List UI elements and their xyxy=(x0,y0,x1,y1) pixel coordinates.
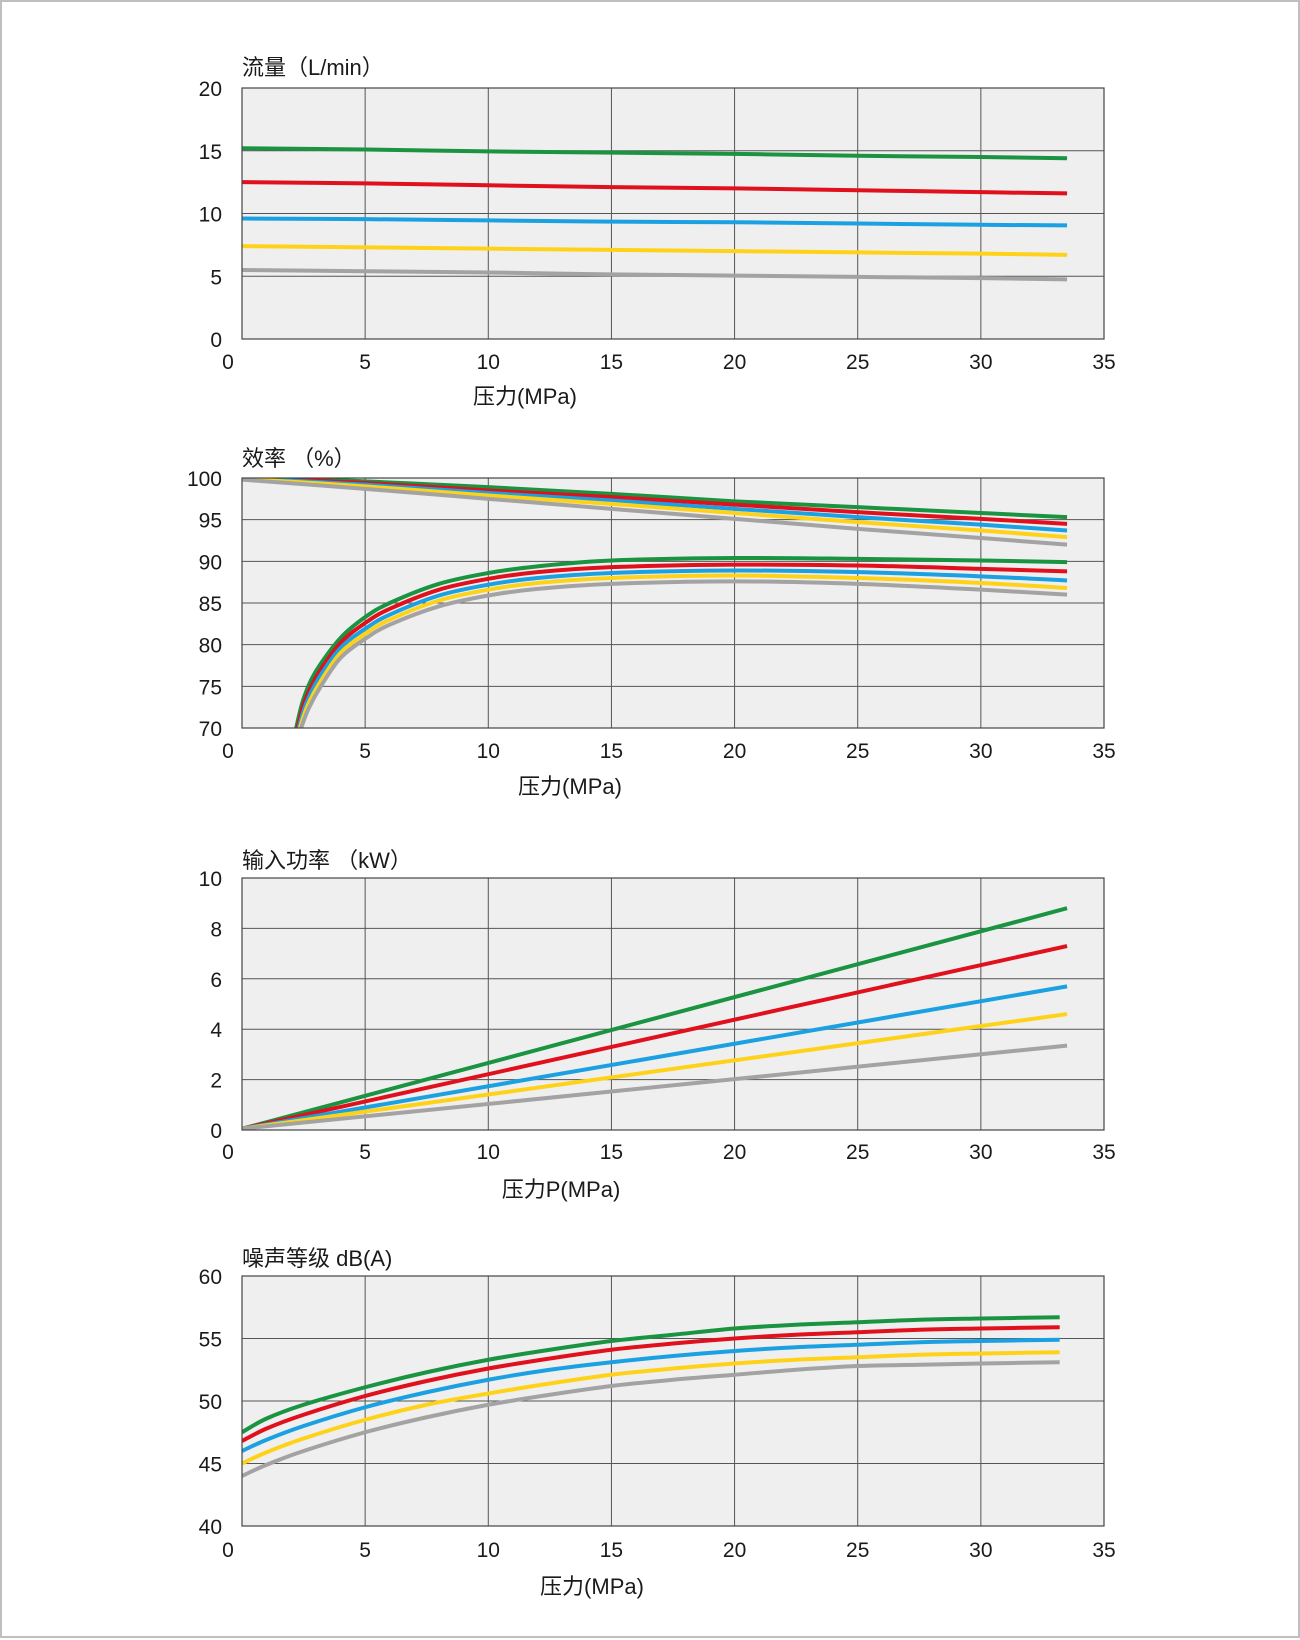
y-tick-label: 80 xyxy=(199,635,222,658)
series-line-gray xyxy=(299,579,1068,728)
plot-border xyxy=(241,877,1105,1131)
series-line-gray xyxy=(242,267,1068,282)
x-tick-label: 20 xyxy=(723,351,746,374)
x-tick-label: 30 xyxy=(969,1539,992,1562)
series-line-yellow xyxy=(242,1350,1060,1466)
y-tick-label: 10 xyxy=(199,204,222,227)
series-line-yellow xyxy=(242,1012,1068,1130)
y-tick-label: 45 xyxy=(199,1454,222,1477)
y-tick-label: 85 xyxy=(199,593,222,616)
x-axis-label: 压力P(MPa) xyxy=(502,1177,621,1202)
series-line-blue xyxy=(296,568,1068,728)
y-tick-label: 50 xyxy=(199,1391,222,1414)
series-line-blue xyxy=(242,1337,1060,1453)
x-tick-label: 5 xyxy=(359,351,371,374)
series-line-blue xyxy=(242,216,1068,228)
series-line-blue xyxy=(242,984,1068,1130)
x-tick-label: 0 xyxy=(222,1141,234,1164)
series-group xyxy=(242,146,1068,282)
series-group xyxy=(242,1315,1060,1478)
y-tick-label: 10 xyxy=(199,868,222,891)
x-tick-label: 20 xyxy=(723,1141,746,1164)
chart-1: 0 5 10 15 20 0 5 10 15 20 25 30 35 流量（L/min） 压力(MPa) xyxy=(199,55,1116,409)
x-axis-label: 压力(MPa) xyxy=(518,774,622,799)
x-tick-label: 10 xyxy=(477,740,500,763)
x-tick-label: 35 xyxy=(1092,1539,1115,1562)
y-tick-label: 8 xyxy=(210,918,222,941)
x-tick-label: 25 xyxy=(846,351,869,374)
x-axis-label: 压力(MPa) xyxy=(473,384,577,409)
chart-title: 噪声等级 dB(A) xyxy=(242,1246,392,1271)
x-tick-label: 30 xyxy=(969,351,992,374)
series-line-gray xyxy=(242,478,1068,547)
series-line-red xyxy=(295,562,1068,728)
plot-border xyxy=(241,87,1105,340)
series-line-green xyxy=(294,555,1068,728)
y-tick-label: 15 xyxy=(199,141,222,164)
y-tick-label: 20 xyxy=(199,78,222,101)
y-tick-label: 75 xyxy=(199,676,222,699)
x-tick-label: 30 xyxy=(969,740,992,763)
x-tick-label: 35 xyxy=(1092,1141,1115,1164)
x-tick-label: 15 xyxy=(600,1141,623,1164)
y-tick-label: 55 xyxy=(199,1329,222,1352)
series-line-yellow xyxy=(297,573,1068,728)
chart-4: 40 45 50 55 60 0 5 10 15 20 25 30 35 噪声等级 dB(A) 压力(MPa… xyxy=(199,1246,1116,1599)
x-tick-label: 20 xyxy=(723,740,746,763)
y-tick-label: 100 xyxy=(187,468,222,491)
series-line-yellow xyxy=(242,478,1068,540)
x-tick-label: 5 xyxy=(359,1141,371,1164)
series-group xyxy=(242,478,1068,728)
series-line-gray xyxy=(242,1043,1068,1130)
series-line-red xyxy=(242,1325,1060,1443)
x-tick-label: 35 xyxy=(1092,351,1115,374)
series-line-green xyxy=(242,906,1068,1130)
x-tick-label: 0 xyxy=(222,740,234,763)
x-tick-label: 5 xyxy=(359,740,371,763)
x-axis-label: 压力(MPa) xyxy=(540,1574,644,1599)
y-tick-label: 6 xyxy=(210,969,222,992)
plot-border xyxy=(241,1275,1105,1527)
x-tick-label: 0 xyxy=(222,351,234,374)
series-line-red xyxy=(242,944,1068,1130)
y-tick-label: 0 xyxy=(210,1120,222,1143)
y-tick-label: 0 xyxy=(210,329,222,352)
y-tick-label: 4 xyxy=(210,1019,222,1042)
chart-title: 输入功率 （kW） xyxy=(242,848,412,873)
series-group xyxy=(242,906,1068,1130)
x-tick-label: 10 xyxy=(477,1539,500,1562)
x-tick-label: 30 xyxy=(969,1141,992,1164)
series-line-red xyxy=(242,180,1068,196)
chart-2: 70 75 80 85 90 95 100 0 5 10 15 20 25 30 35 效率 （%） 压力(MP… xyxy=(187,446,1116,799)
x-tick-label: 20 xyxy=(723,1539,746,1562)
y-tick-label: 70 xyxy=(199,718,222,741)
y-tick-label: 40 xyxy=(199,1516,222,1539)
series-line-green xyxy=(242,1315,1060,1434)
chart-title: 效率 （%） xyxy=(242,446,356,471)
plot-border xyxy=(241,477,1105,729)
x-tick-label: 15 xyxy=(600,351,623,374)
y-tick-label: 90 xyxy=(199,551,222,574)
series-line-gray xyxy=(242,1360,1060,1478)
chart-3: 0 2 4 6 8 10 0 5 10 15 20 25 30 35 输入功率 （kW） 压力P(MPa) xyxy=(199,848,1116,1202)
x-tick-label: 15 xyxy=(600,740,623,763)
series-line-yellow xyxy=(242,244,1068,257)
x-tick-label: 15 xyxy=(600,1539,623,1562)
x-tick-label: 5 xyxy=(359,1539,371,1562)
series-line-green xyxy=(242,146,1068,161)
x-tick-label: 35 xyxy=(1092,740,1115,763)
x-tick-label: 0 xyxy=(222,1539,234,1562)
chart-title: 流量（L/min） xyxy=(242,55,384,80)
y-tick-label: 5 xyxy=(210,266,222,289)
y-tick-label: 95 xyxy=(199,510,222,533)
x-tick-label: 10 xyxy=(477,351,500,374)
x-tick-label: 25 xyxy=(846,740,869,763)
y-tick-label: 60 xyxy=(199,1266,222,1289)
x-tick-label: 25 xyxy=(846,1141,869,1164)
x-tick-label: 10 xyxy=(477,1141,500,1164)
y-tick-label: 2 xyxy=(210,1070,222,1093)
x-tick-label: 25 xyxy=(846,1539,869,1562)
